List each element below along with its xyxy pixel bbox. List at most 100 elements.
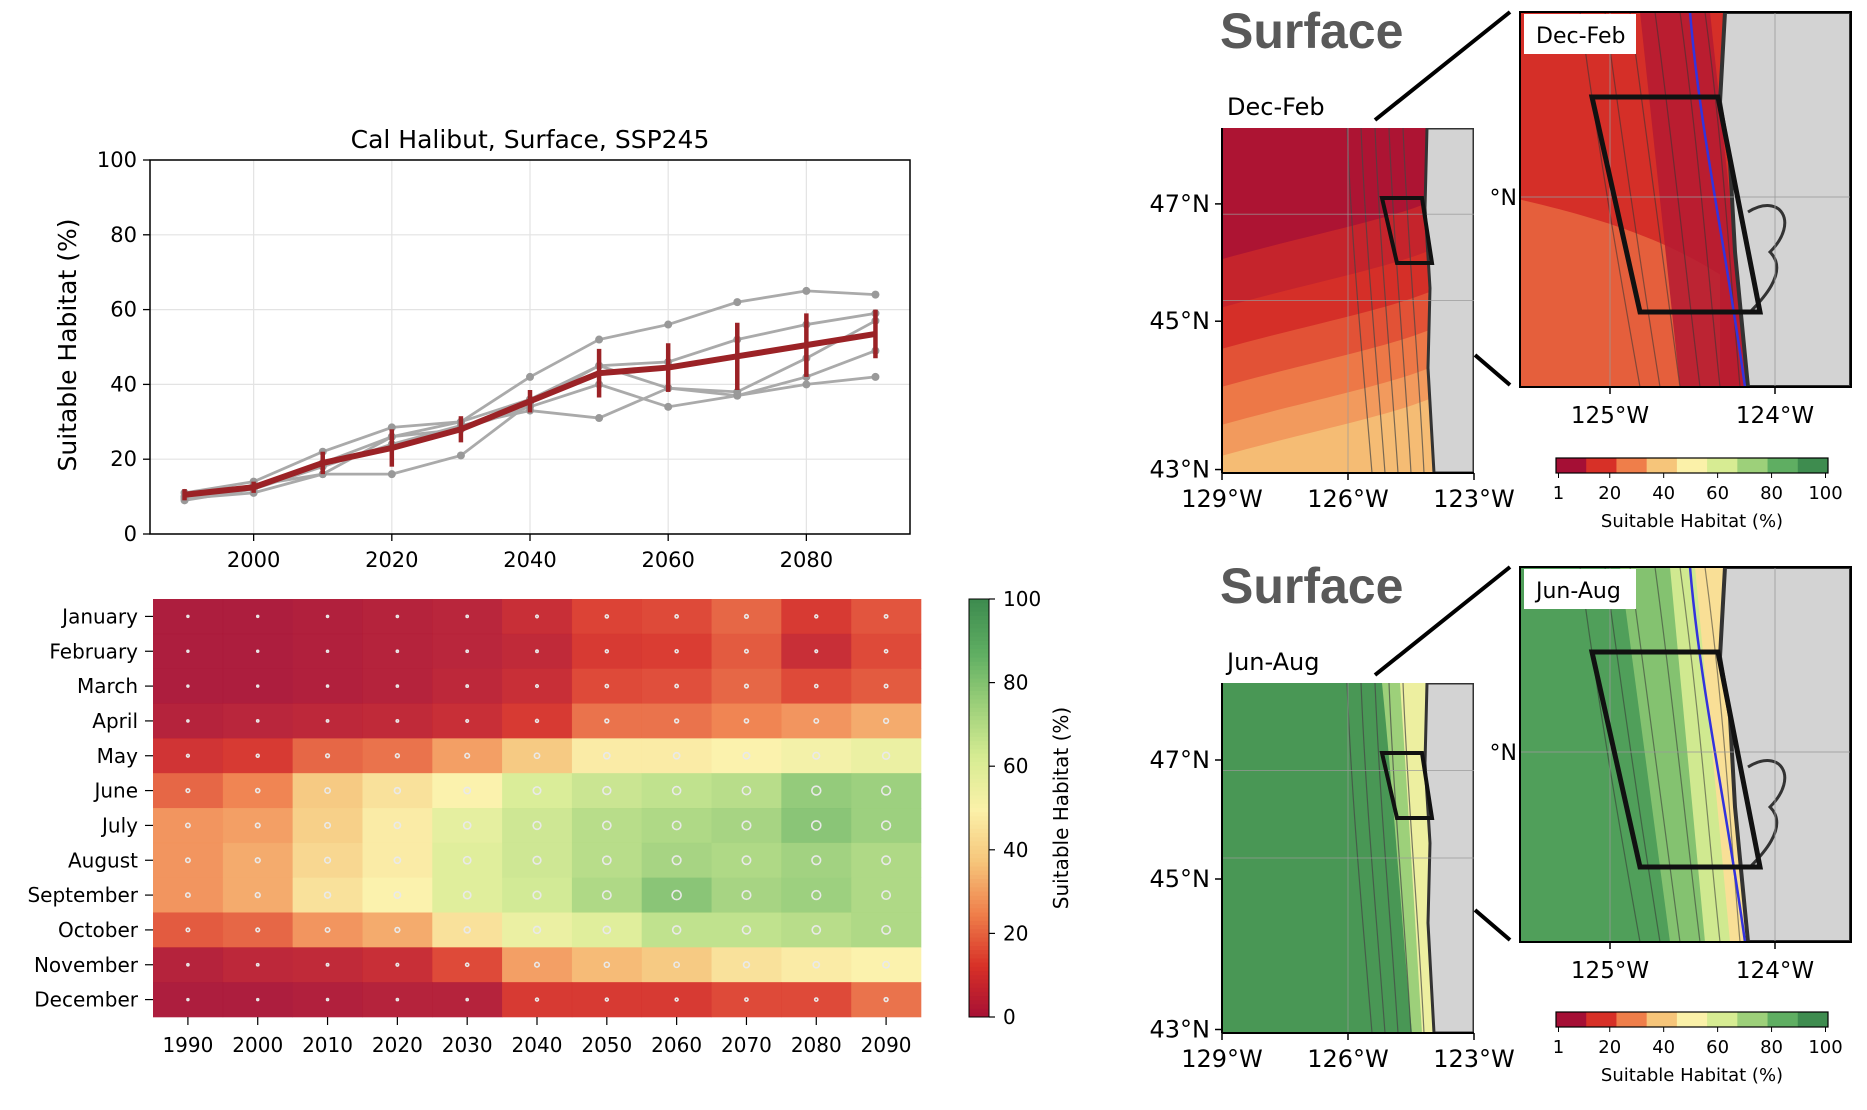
colorbar-segment [969, 632, 989, 638]
member-point [387, 470, 396, 479]
inset-contour [1604, 12, 1661, 387]
variability-marker [533, 752, 541, 760]
heatmap-cell [571, 599, 643, 635]
variability-marker [393, 891, 402, 900]
map-colorbar-tick-label: 60 [1706, 483, 1729, 504]
colorbar-segment [969, 624, 989, 629]
overview-label-box [1217, 88, 1345, 126]
variability-marker [604, 718, 610, 724]
variability-marker [395, 997, 400, 1002]
heatmap-cell [781, 633, 852, 669]
colorbar-segment [969, 690, 989, 696]
colorbar-segment [969, 971, 989, 976]
colorbar-segment [969, 1000, 989, 1005]
inset-contour [1704, 567, 1741, 942]
heatmap-cell [571, 842, 643, 878]
inset-contour [1629, 567, 1681, 942]
heatmap-cell [781, 877, 852, 913]
heatmap-cell [711, 877, 782, 913]
variability-marker [671, 925, 682, 935]
lat-label: 47°N [1150, 190, 1211, 218]
heatmap-cell [502, 599, 573, 635]
colorbar-segment [969, 728, 989, 734]
month-label: September [27, 883, 138, 907]
heatmap-cell [432, 808, 503, 844]
map-colorbar-segment [1646, 458, 1678, 473]
colorbar-segment [969, 607, 989, 613]
variability-marker [185, 753, 191, 758]
map-colorbar-segment [1676, 458, 1708, 473]
variability-marker [394, 926, 401, 934]
inset-contour [1629, 12, 1681, 387]
colorbar-segment [969, 678, 989, 684]
colorbar-segment [969, 841, 989, 847]
heatmap-cell [502, 633, 573, 669]
heatmap-cell [502, 738, 573, 774]
colorbar-label: Suitable Habitat (%) [1049, 707, 1073, 909]
decade-label: 2040 [512, 1033, 563, 1057]
colorbar-segment [969, 745, 989, 750]
colorbar-segment [969, 816, 989, 822]
colorbar-segment [969, 824, 989, 830]
colorbar-segment [969, 887, 989, 893]
x-tick-label: 2060 [641, 548, 694, 572]
lon-label: 129°W [1181, 1045, 1263, 1073]
variability-marker [882, 717, 890, 725]
x-tick-label: 2080 [780, 548, 833, 572]
variability-marker [674, 683, 680, 689]
inset-frame [1519, 11, 1852, 388]
colorbar-segment [969, 920, 989, 926]
month-label: January [60, 604, 138, 628]
heatmap-cell [502, 703, 573, 739]
heatmap-cell [641, 599, 712, 635]
variability-marker [324, 787, 331, 795]
colorbar-segment [969, 791, 989, 796]
inset-box [1379, 751, 1435, 820]
variability-marker [601, 820, 612, 831]
heatmap-cell [153, 738, 224, 774]
colorbar-segment [969, 1008, 989, 1014]
variability-marker [532, 855, 542, 865]
mean-series-line [184, 330, 876, 498]
colorbar-segment [969, 736, 989, 742]
map-colorbar-tick-label: 60 [1706, 1037, 1729, 1058]
colorbar-segment [969, 1012, 989, 1018]
map-colorbar-segment [1767, 458, 1799, 473]
heatmap-cell [362, 808, 433, 844]
colorbar-segment [969, 954, 989, 959]
variability-marker [604, 997, 610, 1002]
variability-marker [881, 855, 892, 866]
colorbar-segment [969, 912, 989, 918]
heatmap-labels: January February March April May June July Augu… [27, 604, 911, 1057]
colorbar-segment [969, 828, 989, 834]
heatmap-cell [222, 808, 293, 844]
panel-heading: Surface [1220, 558, 1403, 614]
colorbar-segment [969, 870, 989, 876]
x-tick-label: 2040 [503, 548, 556, 572]
map-colorbar-tick-label: 1 [1553, 1037, 1564, 1058]
heatmap-cell [781, 912, 852, 948]
variability-marker [393, 856, 402, 865]
variability-marker [883, 996, 889, 1003]
heatmap-cell [362, 738, 433, 774]
heatmap-cell [851, 877, 922, 913]
colorbar-tick-label: 0 [1003, 1005, 1016, 1029]
member-point [802, 380, 811, 389]
overview-map [1222, 683, 1474, 1033]
variability-marker [255, 753, 260, 758]
month-label: December [34, 988, 138, 1012]
variability-marker [881, 924, 892, 935]
variability-marker [602, 925, 612, 935]
variability-marker [742, 961, 751, 969]
month-label: June [92, 779, 138, 803]
heatmap-cell [502, 947, 573, 983]
variability-marker [185, 927, 191, 933]
month-label: March [77, 674, 138, 698]
colorbar-segment [969, 925, 989, 930]
colorbar-segment [969, 891, 989, 897]
heatmap-cell [432, 738, 503, 774]
colorbar-tick-label: 20 [1003, 921, 1028, 945]
colorbar-frame [968, 598, 990, 1018]
colorbar-segment [969, 766, 989, 771]
